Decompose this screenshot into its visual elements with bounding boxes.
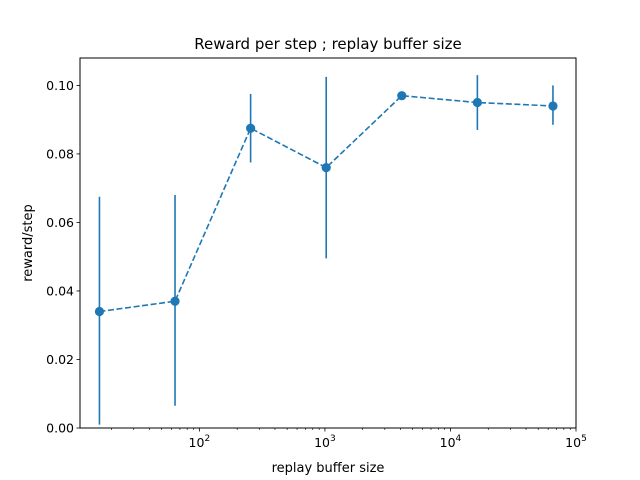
data-point [246,123,256,133]
chart-title: Reward per step ; replay buffer size [194,35,462,53]
data-point [548,101,558,111]
data-point [170,296,180,306]
y-tick-label: 0.00 [46,421,74,436]
data-point [472,97,482,108]
x-tick-label: 104 [440,434,462,450]
data-point [321,163,331,173]
x-tick-label: 105 [565,434,587,450]
y-tick-label: 0.08 [46,146,74,161]
y-tick-label: 0.02 [46,352,74,367]
x-tick-label: 102 [189,434,211,450]
y-axis-label: reward/step [21,204,36,282]
data-point [94,306,105,317]
plot-frame [79,57,577,429]
y-tick-label: 0.04 [46,283,74,298]
y-tick-label: 0.06 [46,215,74,230]
x-axis-label: replay buffer size [272,461,385,476]
y-tick-label: 0.10 [46,78,74,93]
x-tick-label: 103 [314,434,336,450]
data-point [397,91,407,101]
